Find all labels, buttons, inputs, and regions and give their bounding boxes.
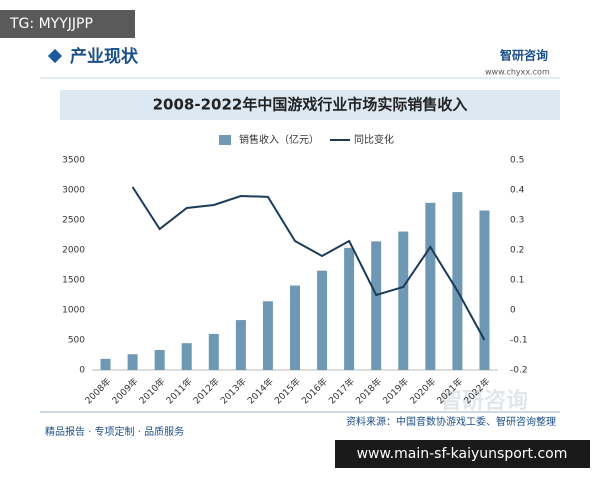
overlay-text: TG: MYYJJPP xyxy=(9,16,93,32)
bar xyxy=(181,343,192,370)
bar xyxy=(452,192,463,370)
y-tick-label: 3000 xyxy=(62,186,85,196)
bar xyxy=(425,202,436,370)
y2-tick-label: 0 xyxy=(510,306,516,316)
bar xyxy=(371,241,382,370)
title-band xyxy=(60,90,560,120)
bar xyxy=(235,320,246,370)
chart-title: 2008-2022年中国游戏行业市场实际销售收入 xyxy=(153,96,468,114)
y2-tick-label: 0.3 xyxy=(510,216,524,226)
bar xyxy=(479,210,490,370)
y-tick-label: 500 xyxy=(68,336,85,346)
bar xyxy=(100,358,111,370)
y2-tick-label: 0.1 xyxy=(510,276,524,286)
bar xyxy=(208,333,219,370)
brand: 智研咨询 xyxy=(499,48,548,63)
header-title: 产业现状 xyxy=(70,46,139,67)
source: 资料来源：中国音数协游戏工委、智研咨询整理 xyxy=(346,415,556,428)
legend-label: 销售收入（亿元） xyxy=(239,133,319,146)
y2-tick-label: 0.4 xyxy=(510,186,525,196)
y-tick-label: 2500 xyxy=(62,216,85,226)
y-tick-label: 1000 xyxy=(62,306,85,316)
header-icon xyxy=(47,48,63,64)
overlay-box xyxy=(0,10,135,38)
bar xyxy=(398,231,409,370)
bar xyxy=(290,285,300,370)
y-tick-label: 1500 xyxy=(62,276,85,286)
y-tick-label: 2000 xyxy=(62,246,85,256)
y-tick-label: 3500 xyxy=(62,156,85,166)
legend-label: 同比变化 xyxy=(354,133,394,146)
line xyxy=(131,186,486,341)
y2-tick-label: 0.5 xyxy=(510,156,524,166)
watermark: 智研咨询 xyxy=(440,388,528,414)
bar xyxy=(344,247,355,370)
bar xyxy=(262,301,273,370)
y2-tick-label: 0.2 xyxy=(510,246,524,256)
bar xyxy=(127,354,138,370)
legend-swatch xyxy=(219,135,231,145)
url: www.chyxx.com xyxy=(485,68,550,77)
slogan: 精品报告 · 专项定制 · 品质服务 xyxy=(45,425,184,438)
y-tick-label: 0 xyxy=(79,366,85,376)
overlay-box xyxy=(335,440,590,468)
overlay-text: www.main-sf-kaiyunsport.com xyxy=(357,446,568,462)
y2-tick-label: -0.2 xyxy=(510,366,528,376)
bar xyxy=(154,350,165,370)
y2-tick-label: -0.1 xyxy=(510,336,528,346)
bar xyxy=(317,270,328,370)
